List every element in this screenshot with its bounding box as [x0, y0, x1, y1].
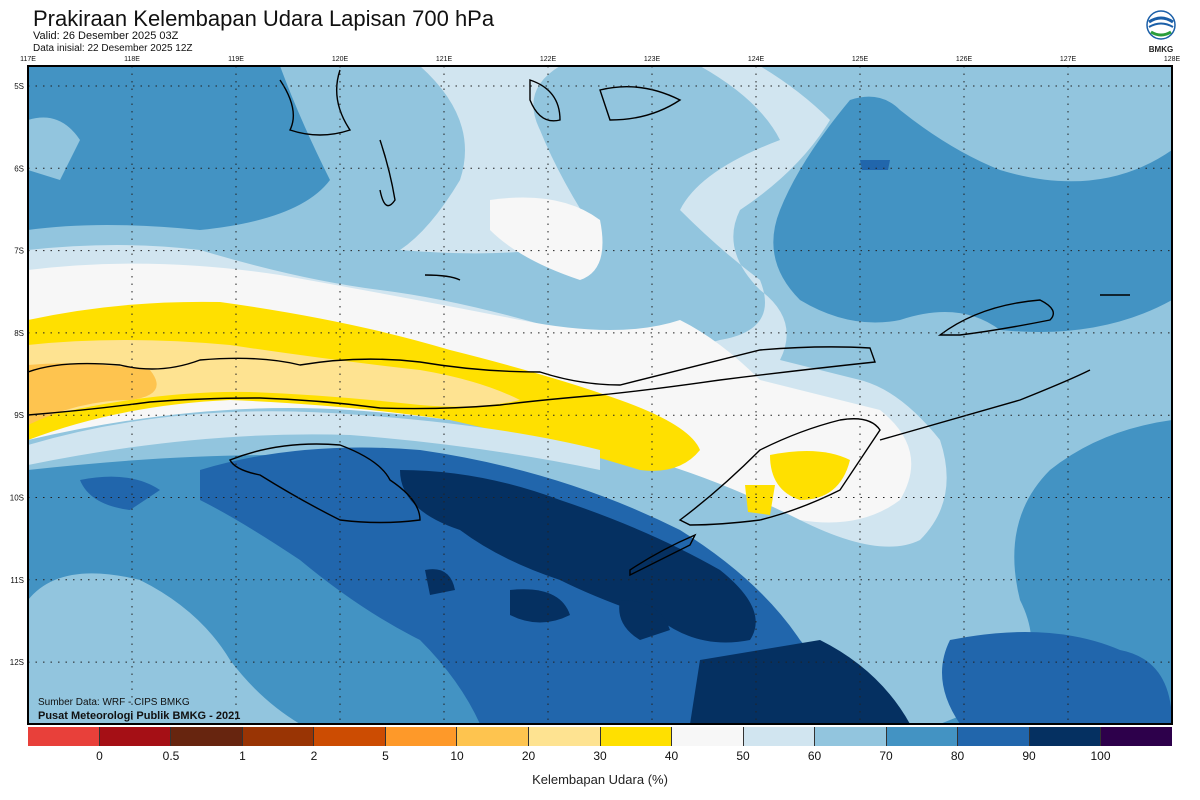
colorbar — [28, 727, 1172, 746]
colorbar-swatch — [528, 727, 601, 746]
colorbar-swatch — [1029, 727, 1102, 746]
colorbar-tick-label: 90 — [1022, 749, 1036, 763]
longitude-label: 128E — [1164, 56, 1181, 63]
colorbar-swatch — [242, 727, 315, 746]
colorbar-swatch — [457, 727, 529, 746]
colorbar-swatch — [743, 727, 816, 746]
colorbar-tick-label: 50 — [736, 749, 750, 763]
map-title: Prakiraan Kelembapan Udara Lapisan 700 h… — [33, 6, 495, 31]
map-frame — [27, 65, 1173, 725]
colorbar-tick-label: 70 — [879, 749, 893, 763]
latitude-label: 6S — [14, 164, 24, 173]
longitude-label: 120E — [332, 56, 349, 63]
colorbar-tick-label: 20 — [521, 749, 536, 763]
colorbar-tick-label: 80 — [950, 749, 965, 763]
colorbar-tick-label: 2 — [310, 749, 318, 763]
valid-time: Valid: 26 Desember 2025 03Z — [33, 30, 179, 42]
colorbar-swatch — [171, 727, 243, 746]
colorbar-swatch — [600, 727, 673, 746]
latitude-label: 12S — [10, 658, 24, 667]
latitude-label: 5S — [14, 82, 24, 91]
longitude-label: 127E — [1060, 56, 1077, 63]
colorbar-swatch — [314, 727, 386, 746]
longitude-label: 125E — [852, 56, 869, 63]
latitude-label: 11S — [10, 576, 24, 585]
colorbar-title: Kelembapan Udara (%) — [532, 772, 668, 787]
colorbar-swatch — [385, 727, 458, 746]
colorbar-tick-label: 40 — [664, 749, 679, 763]
colorbar-swatch — [1101, 727, 1172, 746]
data-source-credit: Sumber Data: WRF - CIPS BMKG — [38, 697, 190, 708]
longitude-label: 118E — [124, 56, 140, 63]
colorbar-tick-label: 30 — [593, 749, 607, 763]
bmkg-logo-icon — [1146, 10, 1176, 40]
init-time: Data inisial: 22 Desember 2025 12Z — [33, 43, 193, 54]
colorbar-tick-label: 0.5 — [162, 749, 180, 763]
humidity-field — [28, 66, 1172, 724]
bmkg-logo: BMKG — [1143, 10, 1179, 54]
longitude-label: 123E — [644, 56, 661, 63]
longitude-label: 117E — [20, 56, 36, 63]
colorbar-swatch — [886, 727, 959, 746]
organization-credit: Pusat Meteorologi Publik BMKG - 2021 — [38, 710, 241, 722]
longitude-label: 126E — [956, 56, 973, 63]
colorbar-tick-label: 1 — [239, 749, 246, 763]
latitude-label: 10S — [10, 494, 24, 503]
logo-text: BMKG — [1148, 45, 1174, 54]
colorbar-swatch — [958, 727, 1030, 746]
coastlines — [28, 69, 1130, 577]
colorbar-tick-label: 10 — [450, 749, 464, 763]
colorbar-tick-label: 5 — [382, 749, 389, 763]
colorbar-swatch — [672, 727, 744, 746]
colorbar-swatch — [28, 727, 100, 746]
colorbar-swatch — [99, 727, 172, 746]
longitude-label: 119E — [228, 56, 244, 63]
latitude-label: 9S — [14, 411, 24, 420]
colorbar-swatch — [815, 727, 887, 746]
latitude-label: 8S — [14, 329, 24, 338]
latitude-label: 7S — [14, 247, 24, 256]
humidity-map: 117E 118E 119E 120E 121E 122E 123E 124E 125E 126E… — [10, 56, 1181, 725]
colorbar-tick-label: 0 — [96, 749, 103, 763]
colorbar-tick-label: 100 — [1090, 749, 1111, 763]
colorbar-tick-label: 60 — [807, 749, 822, 763]
longitude-label: 124E — [748, 56, 765, 63]
longitude-label: 122E — [540, 56, 557, 63]
longitude-label: 121E — [436, 56, 453, 63]
